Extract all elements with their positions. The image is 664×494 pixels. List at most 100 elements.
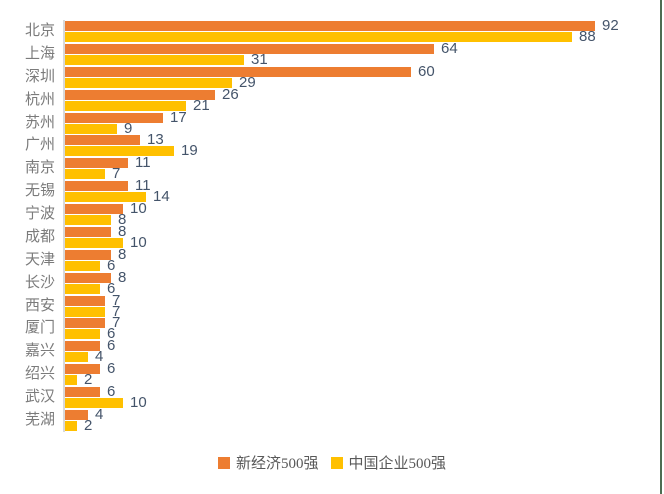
chart-row: 广州 13 19 xyxy=(0,131,656,158)
category-label: 南京 xyxy=(24,160,55,177)
bar-china-top500[interactable] xyxy=(65,237,123,248)
bar-value-label: 6 xyxy=(107,360,116,378)
bar-value-label: 26 xyxy=(222,85,239,103)
bar-group: 60 29 xyxy=(65,62,656,90)
legend-item-china-top500[interactable]: 中国企业500强 xyxy=(330,452,446,473)
bar-china-top500[interactable] xyxy=(65,420,77,431)
bar-new-economy[interactable] xyxy=(65,204,123,214)
bar-line: 88 xyxy=(65,29,656,44)
bar-line: 92 xyxy=(65,17,656,34)
bar-value-label: 9 xyxy=(124,119,133,137)
chart-rows: 北京 92 88 上海 64 31 深圳 60 29 杭州 26 21 苏州 17 9 广州 13 19 南京 11 7… xyxy=(0,17,656,434)
bar-new-economy[interactable] xyxy=(65,387,100,397)
bar-value-label: 11 xyxy=(135,177,151,195)
bar-value-label: 13 xyxy=(147,131,164,149)
bar-value-label: 60 xyxy=(418,62,435,80)
bar-new-economy[interactable] xyxy=(65,66,411,77)
bar-group: 17 9 xyxy=(65,110,656,137)
bar-line: 2 xyxy=(65,371,656,389)
bar-value-label: 7 xyxy=(112,302,121,320)
bar-china-top500[interactable] xyxy=(65,352,88,363)
bar-new-economy[interactable] xyxy=(65,409,88,420)
chart-row: 杭州 26 21 xyxy=(0,85,656,113)
category-label: 深圳 xyxy=(24,68,55,85)
bar-china-top500[interactable] xyxy=(65,306,105,317)
bar-new-economy[interactable] xyxy=(65,89,215,100)
bar-new-economy[interactable] xyxy=(65,226,111,237)
category-label: 绍兴 xyxy=(24,366,55,383)
bar-new-economy[interactable] xyxy=(65,21,595,31)
screenshot-right-edge-line xyxy=(660,0,662,494)
bar-line: 6 xyxy=(65,360,656,378)
bar-line: 64 xyxy=(65,41,656,56)
chart-row: 芜湖 4 2 xyxy=(0,407,656,434)
chart-row: 成都 8 10 xyxy=(0,222,656,250)
chart-row: 宁波 10 8 xyxy=(0,201,656,227)
category-label: 杭州 xyxy=(24,91,55,108)
chart-row: 苏州 17 9 xyxy=(0,110,656,137)
bar-china-top500[interactable] xyxy=(65,329,100,340)
bar-new-economy[interactable] xyxy=(65,181,128,192)
bar-line: 8 xyxy=(65,212,656,227)
bar-line: 6 xyxy=(65,326,656,341)
bar-new-economy[interactable] xyxy=(65,43,434,54)
bar-value-label: 2 xyxy=(84,416,93,434)
bar-line: 60 xyxy=(65,62,656,80)
bar-value-label: 8 xyxy=(118,222,127,240)
bar-china-top500[interactable] xyxy=(65,77,232,88)
bar-group: 11 7 xyxy=(65,155,656,181)
category-label: 无锡 xyxy=(24,183,55,200)
bar-group: 8 10 xyxy=(65,222,656,250)
bar-china-top500[interactable] xyxy=(65,54,244,65)
bar-china-top500[interactable] xyxy=(65,169,105,180)
bar-new-economy[interactable] xyxy=(65,158,128,169)
bar-line: 6 xyxy=(65,281,656,296)
bar-new-economy[interactable] xyxy=(65,272,111,283)
category-label: 长沙 xyxy=(24,274,55,291)
bar-group: 13 19 xyxy=(65,131,656,158)
bar-new-economy[interactable] xyxy=(65,318,105,329)
bar-line: 10 xyxy=(65,394,656,411)
bar-china-top500[interactable] xyxy=(65,260,100,271)
bar-china-top500[interactable] xyxy=(65,398,123,408)
chart-row: 武汉 6 10 xyxy=(0,383,656,411)
bar-china-top500[interactable] xyxy=(65,123,117,134)
bar-value-label: 10 xyxy=(130,394,147,411)
category-label: 广州 xyxy=(24,137,55,154)
legend-swatch-new-economy-icon xyxy=(217,456,230,469)
legend-item-new-economy[interactable]: 新经济500强 xyxy=(217,452,319,473)
bar-value-label: 2 xyxy=(84,371,93,389)
bar-china-top500[interactable] xyxy=(65,32,572,42)
bar-value-label: 7 xyxy=(112,314,121,332)
bar-new-economy[interactable] xyxy=(65,249,111,260)
bar-value-label: 92 xyxy=(602,17,619,34)
chart-row: 西安 7 7 xyxy=(0,293,656,320)
bar-china-top500[interactable] xyxy=(65,192,146,203)
bar-line: 11 xyxy=(65,155,656,170)
bar-line: 29 xyxy=(65,75,656,90)
bar-china-top500[interactable] xyxy=(65,100,186,111)
legend-swatch-china-top500-icon xyxy=(330,456,343,469)
bar-value-label: 6 xyxy=(107,383,116,400)
bar-new-economy[interactable] xyxy=(65,112,163,123)
bar-new-economy[interactable] xyxy=(65,295,105,306)
bar-china-top500[interactable] xyxy=(65,215,111,225)
bar-new-economy[interactable] xyxy=(65,135,140,146)
bar-china-top500[interactable] xyxy=(65,375,77,386)
bar-line: 10 xyxy=(65,235,656,250)
chart-row: 天津 8 6 xyxy=(0,247,656,273)
category-axis-line xyxy=(63,20,65,432)
bar-new-economy[interactable] xyxy=(65,341,100,352)
bar-group: 64 31 xyxy=(65,41,656,67)
bar-new-economy[interactable] xyxy=(65,364,100,375)
bar-line: 17 xyxy=(65,110,656,125)
bar-line: 21 xyxy=(65,98,656,113)
bar-china-top500[interactable] xyxy=(65,283,100,294)
bar-china-top500[interactable] xyxy=(65,146,174,157)
chart-row: 上海 64 31 xyxy=(0,41,656,67)
chart-row: 厦门 7 6 xyxy=(0,314,656,341)
